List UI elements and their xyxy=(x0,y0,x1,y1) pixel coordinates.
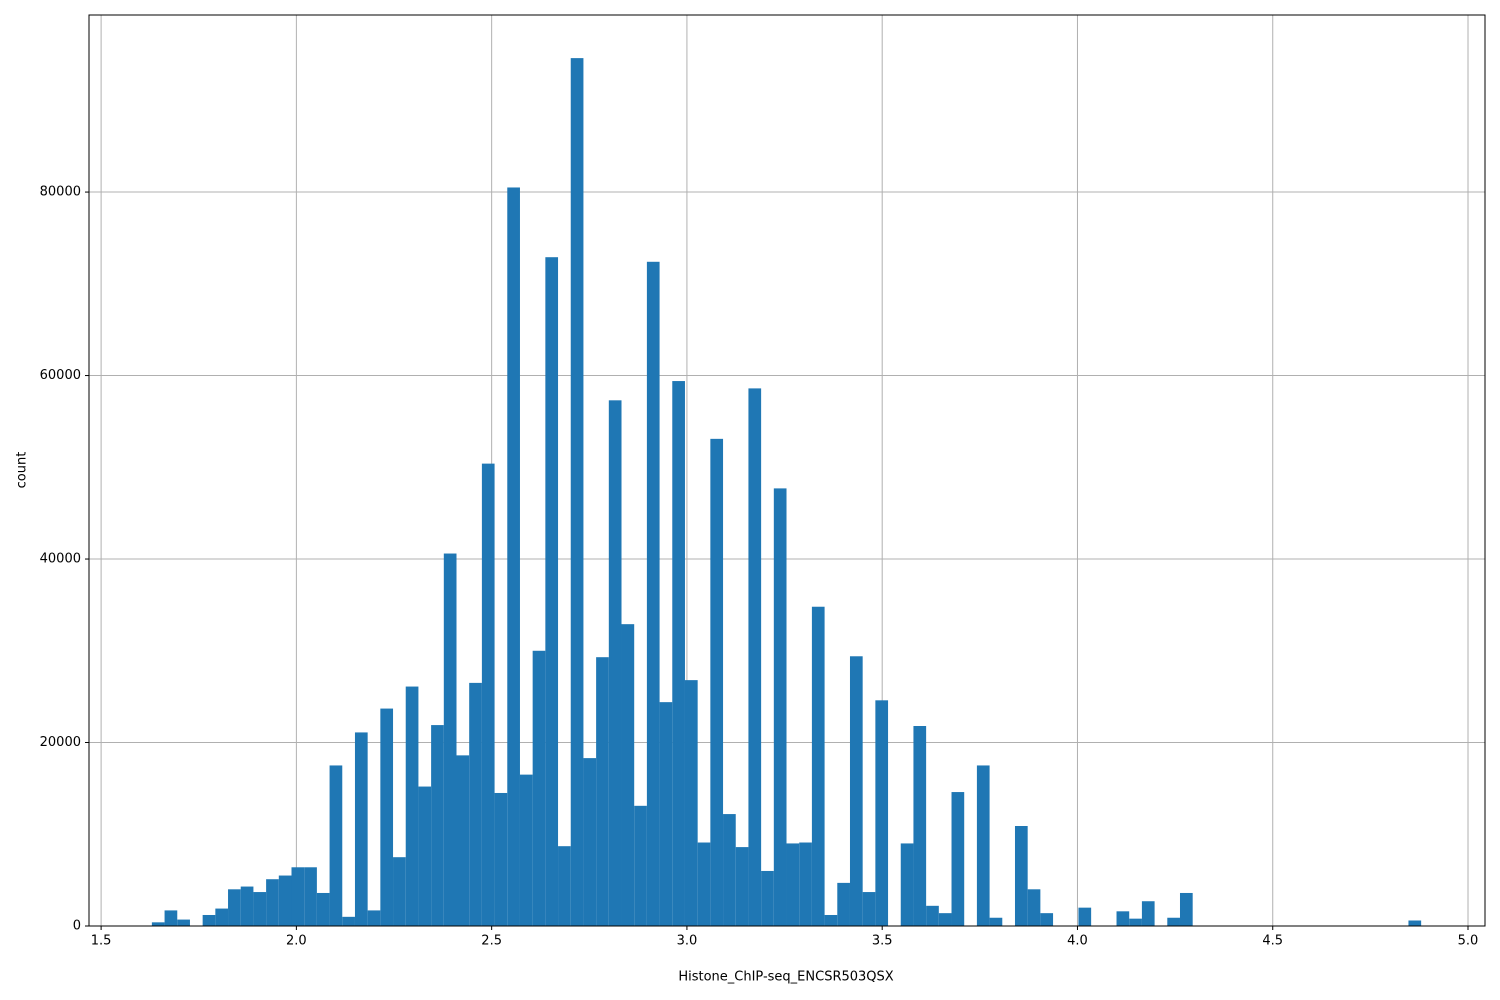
bar xyxy=(278,875,292,926)
bar xyxy=(342,916,355,926)
bar xyxy=(735,847,749,926)
bar xyxy=(761,870,774,926)
bar xyxy=(393,857,406,926)
bar xyxy=(202,914,216,926)
bar xyxy=(583,758,597,926)
bar xyxy=(1040,913,1054,926)
bar xyxy=(367,910,381,926)
bar xyxy=(646,261,660,926)
bar xyxy=(443,553,457,926)
bar xyxy=(519,774,533,926)
bar xyxy=(824,914,838,926)
bar xyxy=(354,732,368,926)
bar xyxy=(1078,907,1092,926)
bar xyxy=(951,792,965,926)
bar xyxy=(1408,920,1422,926)
bar xyxy=(989,917,1003,926)
bar xyxy=(621,624,635,926)
bar xyxy=(316,892,330,926)
bar xyxy=(799,842,812,926)
bar xyxy=(469,682,482,926)
y-tick-label: 20000 xyxy=(40,735,81,750)
bar xyxy=(240,886,254,926)
bar xyxy=(608,400,622,926)
bar xyxy=(811,606,825,926)
bar xyxy=(976,765,990,926)
bar xyxy=(659,702,673,926)
bar xyxy=(1179,892,1193,926)
bar xyxy=(926,905,939,926)
x-tick-label: 1.5 xyxy=(91,934,112,949)
bar xyxy=(723,814,736,926)
x-tick-label: 3.5 xyxy=(872,934,893,949)
bar xyxy=(456,755,470,926)
bar xyxy=(634,805,647,926)
bar xyxy=(253,892,267,926)
bar xyxy=(1167,917,1180,926)
bar xyxy=(304,867,317,926)
x-tick-label: 2.0 xyxy=(286,934,307,949)
x-tick-label: 5.0 xyxy=(1458,934,1479,949)
bar xyxy=(1116,911,1130,926)
bar xyxy=(481,463,495,926)
x-tick-label: 4.0 xyxy=(1067,934,1088,949)
x-axis-label: Histone_ChIP-seq_ENCSR503QSX xyxy=(678,970,893,985)
y-tick-label: 60000 xyxy=(40,368,81,383)
bar xyxy=(228,889,241,926)
bar xyxy=(177,919,190,926)
bar xyxy=(837,882,850,926)
bar xyxy=(596,657,609,926)
bar xyxy=(875,700,889,926)
bar xyxy=(900,843,914,926)
bar xyxy=(1014,826,1028,926)
bar xyxy=(507,187,520,926)
bar xyxy=(684,680,698,926)
y-axis-label: count xyxy=(15,452,30,489)
bar xyxy=(1027,889,1041,926)
bar xyxy=(164,910,178,926)
y-tick-label: 80000 xyxy=(40,185,81,200)
bar xyxy=(1129,918,1142,926)
bar xyxy=(710,438,724,926)
bar xyxy=(862,892,876,926)
y-tick-label: 0 xyxy=(73,919,81,934)
plot-frame xyxy=(88,14,1486,927)
bar xyxy=(570,58,584,926)
bar xyxy=(558,846,571,926)
bar xyxy=(672,381,685,926)
bar xyxy=(215,908,229,926)
bar xyxy=(938,913,952,926)
bar xyxy=(913,726,927,926)
bar xyxy=(418,786,432,926)
bar xyxy=(405,686,419,926)
bar xyxy=(494,792,508,926)
bar xyxy=(431,725,444,926)
bar xyxy=(773,488,787,926)
x-tick-label: 2.5 xyxy=(481,934,502,949)
bar xyxy=(849,656,863,926)
bar xyxy=(380,708,394,926)
bar xyxy=(151,922,165,926)
bar xyxy=(291,867,305,926)
y-tick-label: 40000 xyxy=(40,552,81,567)
x-tick-label: 4.5 xyxy=(1262,934,1283,949)
bar xyxy=(697,842,711,926)
bar xyxy=(266,879,279,926)
bar xyxy=(532,650,546,926)
bar xyxy=(545,257,559,926)
bar xyxy=(1141,901,1155,926)
bar xyxy=(748,388,762,926)
x-tick-label: 3.0 xyxy=(677,934,698,949)
bar xyxy=(786,843,800,926)
bar xyxy=(329,765,343,926)
